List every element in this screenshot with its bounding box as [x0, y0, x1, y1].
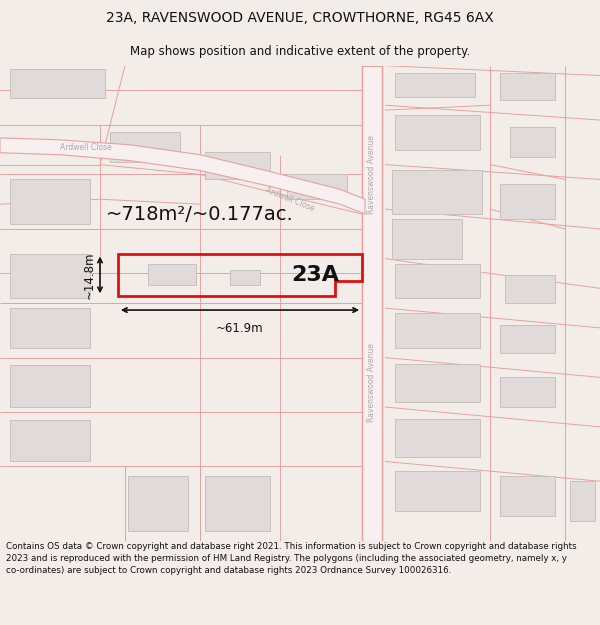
Bar	[395, 364, 480, 402]
Polygon shape	[0, 138, 365, 214]
Text: 23A, RAVENSWOOD AVENUE, CROWTHORNE, RG45 6AX: 23A, RAVENSWOOD AVENUE, CROWTHORNE, RG45…	[106, 11, 494, 26]
Text: ~61.9m: ~61.9m	[216, 322, 264, 335]
Text: Ravenswood Avenue: Ravenswood Avenue	[367, 342, 377, 422]
Bar	[392, 219, 462, 259]
Bar	[395, 419, 480, 456]
Polygon shape	[362, 66, 382, 541]
Bar	[505, 276, 555, 303]
Bar	[570, 481, 595, 521]
Bar	[230, 271, 260, 285]
Bar	[510, 127, 555, 157]
Bar	[395, 72, 475, 98]
Bar	[10, 69, 105, 98]
Bar	[148, 264, 196, 285]
Bar	[205, 476, 270, 531]
Bar	[395, 115, 480, 150]
Bar	[395, 264, 480, 298]
Bar	[395, 313, 480, 348]
Bar	[500, 184, 555, 219]
Bar	[395, 471, 480, 511]
Bar	[392, 169, 482, 214]
Bar	[205, 152, 270, 179]
Bar	[500, 378, 555, 407]
Bar	[128, 476, 188, 531]
Bar	[10, 308, 90, 348]
Text: ~718m²/~0.177ac.: ~718m²/~0.177ac.	[106, 204, 294, 224]
Text: 23A: 23A	[291, 266, 339, 286]
Bar	[500, 325, 555, 352]
Bar	[10, 420, 90, 461]
Text: Ardwell Close: Ardwell Close	[60, 143, 112, 152]
Text: Contains OS data © Crown copyright and database right 2021. This information is : Contains OS data © Crown copyright and d…	[6, 542, 577, 575]
Bar	[500, 72, 555, 100]
Bar	[10, 179, 90, 224]
Text: ~14.8m: ~14.8m	[83, 251, 96, 299]
Text: Ravenswood Avenue: Ravenswood Avenue	[367, 135, 377, 214]
Bar	[287, 174, 347, 199]
Bar	[500, 476, 555, 516]
Bar	[10, 366, 90, 407]
Bar	[110, 132, 180, 162]
Bar	[10, 254, 90, 298]
Text: Ardwell Close: Ardwell Close	[265, 186, 316, 213]
Text: Map shows position and indicative extent of the property.: Map shows position and indicative extent…	[130, 45, 470, 58]
